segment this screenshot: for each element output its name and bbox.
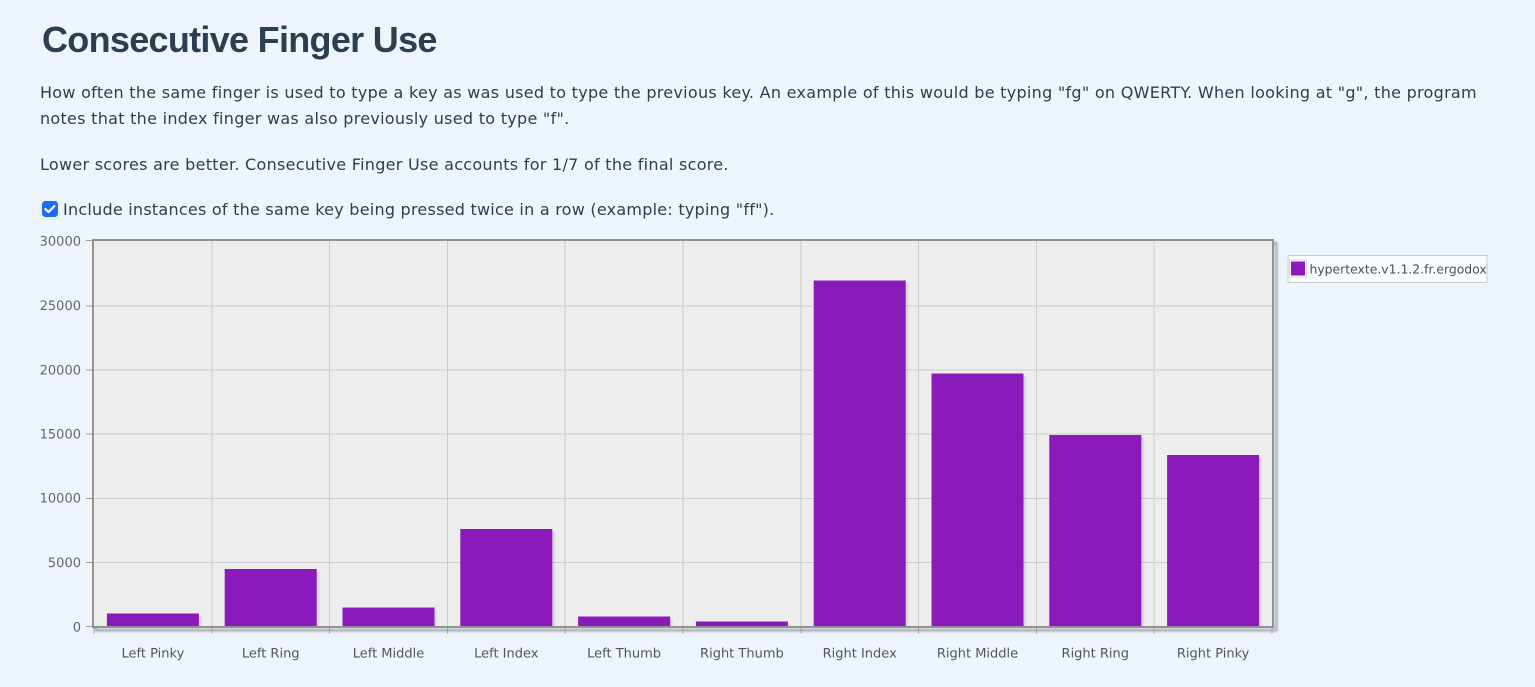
svg-text:30000: 30000 <box>40 235 81 250</box>
svg-text:Left Thumb: Left Thumb <box>587 647 661 662</box>
svg-text:10000: 10000 <box>40 492 81 507</box>
svg-text:Right Index: Right Index <box>823 647 897 662</box>
svg-text:15000: 15000 <box>40 428 81 443</box>
svg-text:Left Pinky: Left Pinky <box>122 647 185 662</box>
svg-text:20000: 20000 <box>40 363 81 378</box>
svg-text:Right Middle: Right Middle <box>937 647 1018 662</box>
svg-text:Right Ring: Right Ring <box>1062 647 1130 662</box>
svg-text:25000: 25000 <box>40 299 81 314</box>
svg-text:Left Middle: Left Middle <box>353 647 425 662</box>
svg-text:Right Pinky: Right Pinky <box>1177 647 1250 662</box>
svg-text:hypertexte.v1.1.2.fr.ergodox: hypertexte.v1.1.2.fr.ergodox <box>1310 262 1487 277</box>
svg-text:5000: 5000 <box>48 556 81 571</box>
svg-text:Left Ring: Left Ring <box>242 647 300 662</box>
svg-text:Left Index: Left Index <box>474 647 539 662</box>
svg-text:Right Thumb: Right Thumb <box>700 647 784 662</box>
svg-text:0: 0 <box>73 620 81 635</box>
